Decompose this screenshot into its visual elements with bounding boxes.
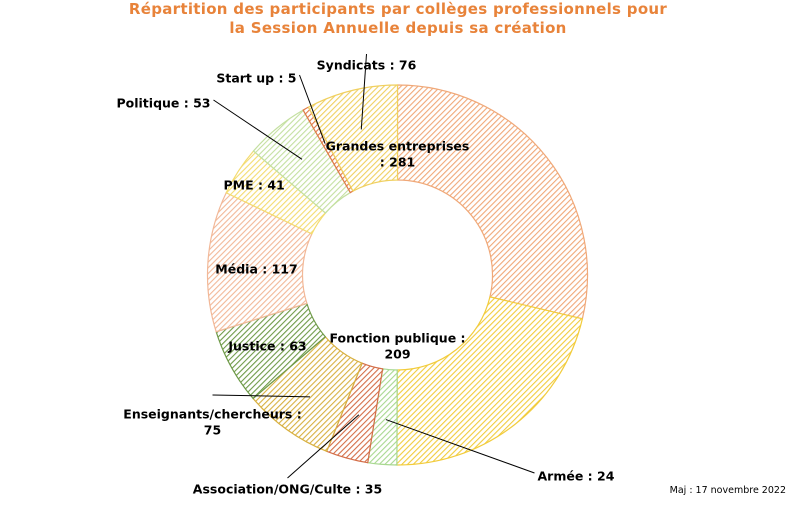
data-label-fonction-publique-line-1: Fonction publique : xyxy=(329,331,465,346)
leader-line-start-up xyxy=(299,74,326,144)
chart-title: Répartition des participants par collège… xyxy=(0,0,796,38)
data-label-media: Média : 117 xyxy=(215,262,297,277)
leader-line-enseignants-chercheurs xyxy=(212,394,311,398)
update-date-footnote: Maj : 17 novembre 2022 xyxy=(669,485,786,496)
chart-title-line-1: Répartition des participants par collège… xyxy=(128,0,668,18)
data-label-grandes-entreprises-line-1: Grandes entreprises xyxy=(326,139,470,154)
data-label-grandes-entreprises-line-2: : 281 xyxy=(380,155,415,170)
data-label-justice: Justice : 63 xyxy=(227,339,306,354)
data-label-association-ong-culte: Association/ONG/Culte : 35 xyxy=(193,482,382,497)
slice-fonction-publique xyxy=(396,296,584,466)
slice-syndicats xyxy=(307,84,399,192)
data-label-syndicats: Syndicats : 76 xyxy=(317,58,417,73)
data-label-politique: Politique : 53 xyxy=(116,96,210,111)
data-label-enseignants-chercheurs-line-1: Enseignants/chercheurs : xyxy=(123,407,301,422)
data-label-fonction-publique-line-2: 209 xyxy=(384,347,410,362)
slice-grandes-entreprises xyxy=(396,84,589,320)
data-label-armee: Armée : 24 xyxy=(538,469,615,484)
data-label-start-up: Start up : 5 xyxy=(216,71,296,86)
leader-line-armee xyxy=(385,419,535,474)
data-label-pme: PME : 41 xyxy=(224,178,285,193)
chart-title-line-2: la Session Annuelle depuis sa création xyxy=(229,19,567,37)
leader-line-politique xyxy=(213,99,303,160)
leader-line-syndicats xyxy=(360,53,367,130)
data-label-enseignants-chercheurs-line-2: 75 xyxy=(204,423,221,438)
leader-line-association-ong-culte xyxy=(287,414,360,479)
